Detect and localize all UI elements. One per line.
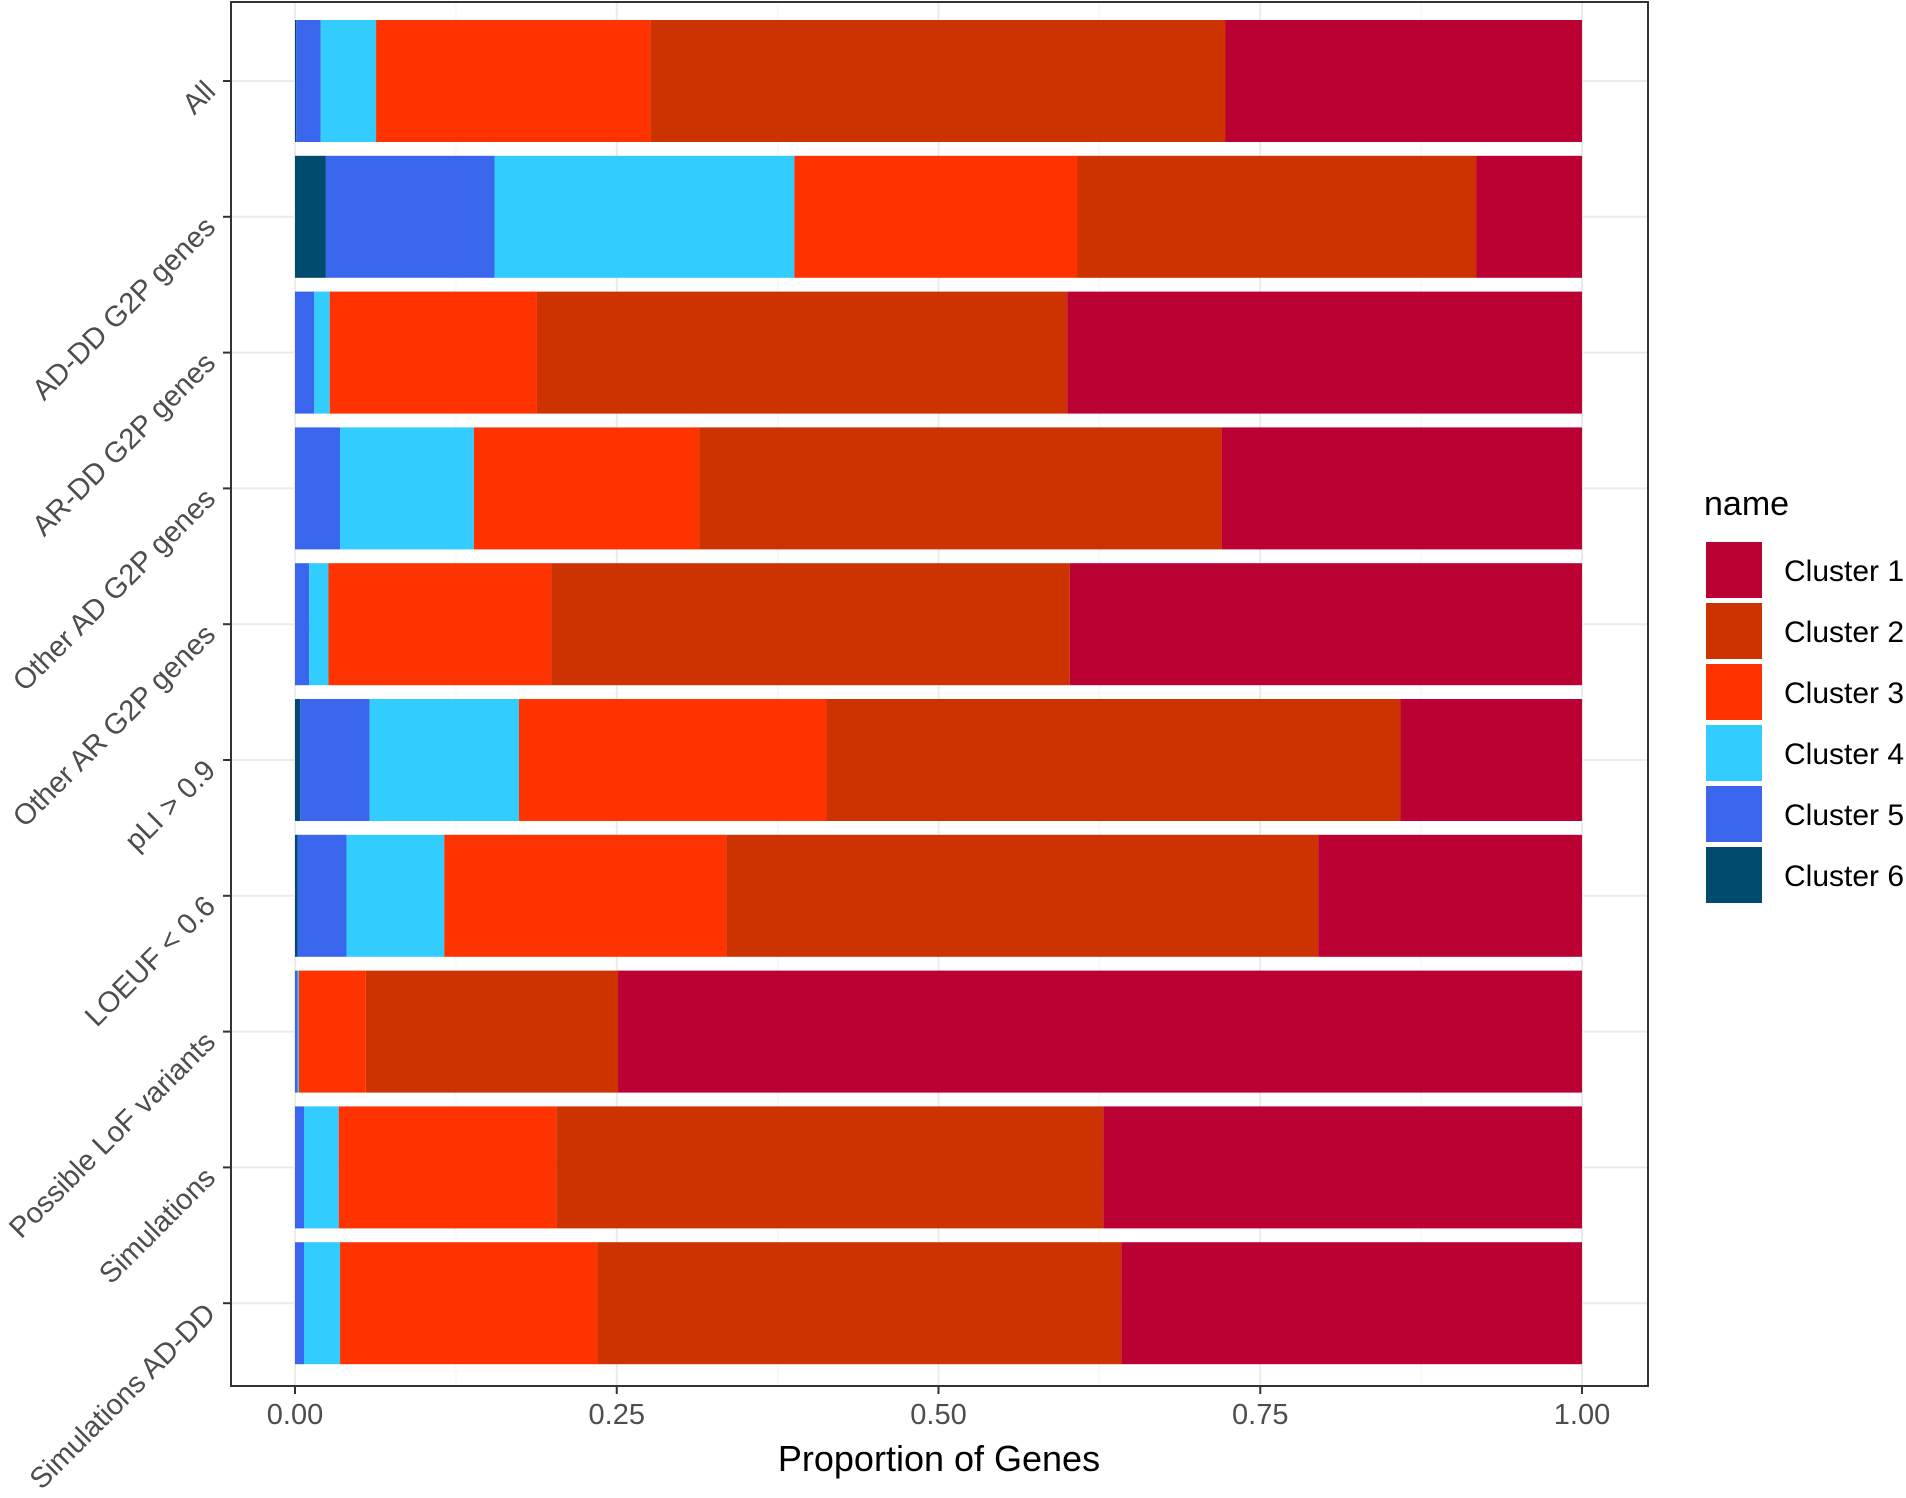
legend-label: Cluster 1 <box>1784 555 1904 588</box>
bar-segment <box>346 834 445 957</box>
bar-segment <box>699 427 1222 550</box>
bar-segment <box>536 291 1068 414</box>
bar-segment <box>826 699 1401 821</box>
bar-segment <box>314 291 330 414</box>
bar-segment <box>340 1242 598 1365</box>
bar-segment <box>295 20 297 142</box>
x-tick-label: 0.25 <box>589 1399 645 1431</box>
bars <box>295 20 1582 1365</box>
bar-segment <box>556 1106 1104 1229</box>
bar-segment <box>329 291 537 414</box>
x-tick-label: 0.50 <box>910 1399 966 1431</box>
x-axis-title: Proportion of Genes <box>778 1438 1100 1479</box>
bar-segment <box>1103 1106 1582 1229</box>
bar-segment <box>338 1106 557 1229</box>
bar-segment <box>297 970 299 1093</box>
bar-segment <box>295 291 315 414</box>
bar-segment <box>365 970 619 1093</box>
bar-segment <box>309 563 329 686</box>
bar-segment <box>295 699 301 821</box>
legend: name Cluster 1 Cluster 2 Cluster 3 Cluster … <box>1704 485 1904 903</box>
bar-segment <box>295 563 310 686</box>
x-tick-label: 0.00 <box>267 1399 323 1431</box>
bar-segment <box>369 699 519 821</box>
bar-segment <box>295 1242 305 1365</box>
bar-segment <box>328 563 552 686</box>
legend-label: Cluster 2 <box>1784 616 1904 649</box>
legend-key <box>1706 786 1762 842</box>
bar-segment <box>551 563 1070 686</box>
bar-segment <box>340 427 474 550</box>
bar-segment <box>1077 155 1477 278</box>
bar-segment <box>304 1242 341 1365</box>
bar-segment <box>325 155 495 278</box>
bar-segment <box>304 1106 339 1229</box>
legend-title: name <box>1704 485 1789 523</box>
bar-segment <box>618 970 1582 1093</box>
bar-segment <box>518 699 827 821</box>
legend-key <box>1706 847 1762 903</box>
bar-segment <box>297 834 347 957</box>
bar-segment <box>295 834 298 957</box>
bar-segment <box>1121 1242 1582 1365</box>
legend-key <box>1706 664 1762 720</box>
bar-segment <box>376 20 651 142</box>
bar-segment <box>295 155 326 278</box>
bar-segment <box>1476 155 1582 278</box>
bar-segment <box>444 834 727 957</box>
bar-segment <box>1225 20 1582 142</box>
bar-segment <box>295 970 298 1093</box>
legend-key <box>1706 725 1762 781</box>
bar-segment <box>1221 427 1582 550</box>
bar-segment <box>320 20 377 142</box>
legend-label: Cluster 5 <box>1784 799 1904 832</box>
legend-key <box>1706 542 1762 598</box>
bar-segment <box>1067 291 1582 414</box>
bar-segment <box>298 970 366 1093</box>
bar-segment <box>650 20 1226 142</box>
legend-label: Cluster 3 <box>1784 677 1904 710</box>
bar-segment <box>295 1106 305 1229</box>
bar-segment <box>794 155 1078 278</box>
bar-segment <box>296 20 321 142</box>
legend-label: Cluster 4 <box>1784 738 1904 771</box>
bar-segment <box>1400 699 1582 821</box>
x-tick-label: 0.75 <box>1232 1399 1288 1431</box>
bar-segment <box>1069 563 1582 686</box>
legend-key <box>1706 603 1762 659</box>
x-tick-label: 1.00 <box>1554 1399 1610 1431</box>
bar-segment <box>726 834 1319 957</box>
x-axis: 0.00 0.25 0.50 0.75 1.00 <box>267 1386 1610 1431</box>
bar-segment <box>1318 834 1582 957</box>
bar-segment <box>295 427 341 550</box>
bar-segment <box>494 155 795 278</box>
bar-segment <box>597 1242 1122 1365</box>
bar-segment <box>300 699 370 821</box>
bar-segment <box>473 427 700 550</box>
legend-label: Cluster 6 <box>1784 860 1904 893</box>
